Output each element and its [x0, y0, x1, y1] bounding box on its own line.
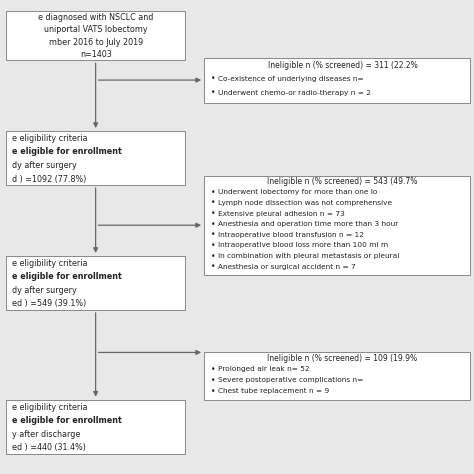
Text: •: • [211, 252, 216, 261]
Text: e eligible for enrollment: e eligible for enrollment [12, 147, 121, 156]
Text: •: • [211, 199, 216, 207]
Text: e eligible for enrollment: e eligible for enrollment [12, 416, 121, 425]
Text: d ) =1092 (77.8%): d ) =1092 (77.8%) [12, 174, 86, 183]
Text: mber 2016 to July 2019: mber 2016 to July 2019 [48, 38, 143, 47]
FancyBboxPatch shape [6, 131, 185, 185]
Text: •: • [211, 241, 216, 250]
Text: •: • [211, 376, 216, 385]
Text: Extensive pleural adhesion n = 73: Extensive pleural adhesion n = 73 [218, 210, 345, 217]
Text: Co-existence of underlying diseases n=: Co-existence of underlying diseases n= [218, 76, 364, 82]
Text: •: • [211, 387, 216, 396]
Text: ed ) =549 (39.1%): ed ) =549 (39.1%) [12, 300, 86, 309]
Text: ed ) =440 (31.4%): ed ) =440 (31.4%) [12, 443, 86, 452]
Text: Ineligible n (% screened) = 543 (49.7%: Ineligible n (% screened) = 543 (49.7% [267, 177, 418, 186]
Text: e eligibility criteria: e eligibility criteria [12, 402, 87, 411]
Text: Underwent lobectomy for more than one lo: Underwent lobectomy for more than one lo [218, 189, 377, 195]
Text: e eligibility criteria: e eligibility criteria [12, 259, 87, 268]
Text: e diagnosed with NSCLC and: e diagnosed with NSCLC and [38, 13, 153, 22]
Text: e eligibility criteria: e eligibility criteria [12, 134, 87, 143]
Text: Anesthesia or surgical accident n = 7: Anesthesia or surgical accident n = 7 [218, 264, 356, 270]
Text: dy after surgery: dy after surgery [12, 286, 76, 295]
Text: Ineligible n (% screened) = 109 (19.9%: Ineligible n (% screened) = 109 (19.9% [267, 354, 418, 363]
Text: Severe postoperative complications n=: Severe postoperative complications n= [218, 377, 364, 383]
FancyBboxPatch shape [6, 11, 185, 60]
Text: •: • [211, 230, 216, 239]
Text: Ineligible n (% screened) = 311 (22.2%: Ineligible n (% screened) = 311 (22.2% [268, 61, 417, 70]
Text: Chest tube replacement n = 9: Chest tube replacement n = 9 [218, 388, 329, 394]
Text: •: • [211, 365, 216, 374]
Text: In combination with pleural metastasis or pleural: In combination with pleural metastasis o… [218, 253, 400, 259]
Text: •: • [211, 219, 216, 228]
Text: Lymph node dissection was not comprehensive: Lymph node dissection was not comprehens… [218, 200, 392, 206]
Text: e eligible for enrollment: e eligible for enrollment [12, 273, 121, 282]
Text: Anesthesia and operation time more than 3 hour: Anesthesia and operation time more than … [218, 221, 399, 227]
Text: Intraoperative blood loss more than 100 ml m: Intraoperative blood loss more than 100 … [218, 242, 388, 248]
Text: Intraoperative blood transfusion n = 12: Intraoperative blood transfusion n = 12 [218, 232, 364, 238]
FancyBboxPatch shape [6, 256, 185, 310]
Text: •: • [211, 74, 216, 83]
Text: y after discharge: y after discharge [12, 429, 80, 438]
Text: •: • [211, 88, 216, 97]
FancyBboxPatch shape [204, 58, 470, 103]
FancyBboxPatch shape [204, 353, 470, 400]
FancyBboxPatch shape [6, 400, 185, 454]
Text: •: • [211, 209, 216, 218]
FancyBboxPatch shape [204, 176, 470, 275]
Text: Underwent chemo-or radio-therapy n = 2: Underwent chemo-or radio-therapy n = 2 [218, 90, 371, 96]
Text: •: • [211, 262, 216, 271]
Text: uniportal VATS lobectomy: uniportal VATS lobectomy [44, 26, 147, 35]
Text: •: • [211, 188, 216, 197]
Text: Prolonged air leak n= 52: Prolonged air leak n= 52 [218, 366, 310, 373]
Text: dy after surgery: dy after surgery [12, 161, 76, 170]
Text: n=1403: n=1403 [80, 50, 111, 59]
